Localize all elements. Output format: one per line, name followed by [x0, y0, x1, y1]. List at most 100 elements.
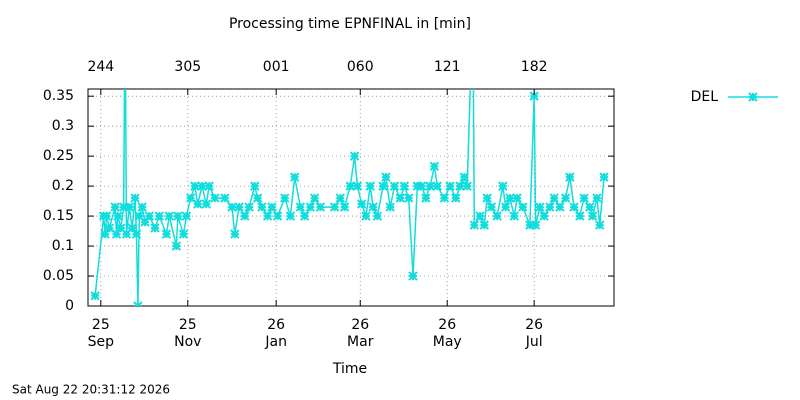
- timestamp: Sat Aug 22 20:31:12 2026: [12, 383, 170, 397]
- data-point: [121, 2, 129, 10]
- x-tick-label: 26 Jul: [525, 317, 544, 350]
- data-point: [144, 211, 155, 221]
- data-point: [185, 193, 196, 203]
- data-point: [459, 172, 470, 182]
- y-tick-label: 0.2: [52, 178, 74, 194]
- data-point: [234, 202, 244, 212]
- data-point: [227, 202, 237, 212]
- data-point: [365, 181, 375, 191]
- data-point: [289, 172, 300, 182]
- data-point: [244, 202, 254, 212]
- data-point: [309, 193, 320, 203]
- data-point: [378, 181, 388, 191]
- data-point: [372, 211, 383, 221]
- data-point: [385, 202, 395, 212]
- data-point: [295, 202, 306, 212]
- x2-tick-label: 182: [521, 59, 548, 75]
- data-point: [267, 202, 277, 212]
- chart-title: Processing time EPNFINAL in [min]: [229, 16, 471, 32]
- x2-tick-label: 001: [263, 59, 290, 75]
- data-point: [90, 291, 100, 301]
- data-point: [349, 151, 360, 161]
- data-point: [110, 202, 120, 212]
- data-point: [131, 229, 142, 239]
- data-point: [130, 193, 140, 203]
- data-point: [104, 223, 115, 233]
- x-tick-label: 26 May: [432, 317, 462, 350]
- data-point: [356, 199, 367, 209]
- y-tick-label: 0.05: [43, 268, 74, 284]
- data-point: [368, 202, 378, 212]
- data-point: [178, 229, 189, 239]
- data-point: [305, 202, 316, 212]
- x-tick-label: 25 Nov: [174, 317, 202, 350]
- x2-tick-label: 244: [87, 59, 114, 75]
- data-point: [475, 211, 485, 221]
- data-point: [111, 229, 122, 239]
- data-point: [280, 193, 290, 203]
- data-point: [381, 172, 391, 182]
- plot-area: [90, 2, 609, 306]
- data-point: [412, 181, 422, 191]
- data-point: [416, 181, 427, 191]
- data-point: [595, 220, 605, 230]
- data-point: [220, 193, 230, 203]
- data-point: [272, 211, 283, 221]
- data-point: [565, 172, 575, 182]
- data-point: [469, 220, 480, 230]
- data-point: [587, 211, 598, 221]
- data-point: [100, 229, 110, 239]
- data-point: [150, 223, 160, 233]
- data-point: [204, 181, 214, 191]
- x-axis-label: Time: [332, 361, 367, 377]
- y-tick-label: 0.1: [52, 238, 74, 254]
- data-point: [399, 181, 410, 191]
- data-point: [530, 220, 541, 230]
- y-tick-label: 0.3: [52, 118, 74, 134]
- data-point: [429, 161, 440, 172]
- data-point: [252, 193, 263, 203]
- x2-tick-label: 121: [434, 59, 461, 75]
- data-point: [127, 223, 137, 233]
- data-point: [262, 211, 273, 221]
- data-point: [529, 91, 539, 101]
- data-point: [518, 202, 528, 212]
- data-point: [599, 172, 609, 182]
- plot-border: [87, 88, 615, 307]
- data-point: [500, 202, 511, 212]
- series-line: [94, 89, 605, 306]
- y-tick-label: 0.35: [43, 88, 74, 104]
- data-point: [439, 193, 450, 203]
- data-point: [181, 211, 192, 221]
- data-point: [408, 271, 418, 281]
- data-point: [361, 211, 371, 221]
- x-tick-label: 26 Jan: [265, 317, 287, 350]
- data-point: [509, 211, 519, 221]
- data-point: [560, 193, 571, 203]
- data-point: [569, 202, 579, 212]
- data-point: [116, 223, 126, 233]
- data-point: [171, 241, 182, 251]
- data-point: [257, 202, 267, 212]
- data-point: [299, 211, 310, 221]
- x-tick-label: 25 Sep: [87, 317, 115, 350]
- data-point: [118, 202, 129, 212]
- data-point: [445, 181, 455, 191]
- data-point: [389, 181, 400, 191]
- data-point: [190, 181, 200, 191]
- data-point: [154, 211, 164, 221]
- y-tick-label: 0.25: [43, 148, 74, 164]
- data-point: [197, 181, 207, 191]
- data-point: [482, 193, 492, 203]
- data-point: [545, 202, 555, 212]
- data-point: [285, 211, 296, 221]
- data-point: [173, 211, 183, 221]
- data-point: [140, 217, 150, 227]
- data-point: [539, 211, 549, 221]
- data-point: [339, 202, 350, 212]
- data-point: [404, 193, 414, 203]
- data-point: [455, 181, 465, 191]
- legend-marker: [748, 92, 758, 102]
